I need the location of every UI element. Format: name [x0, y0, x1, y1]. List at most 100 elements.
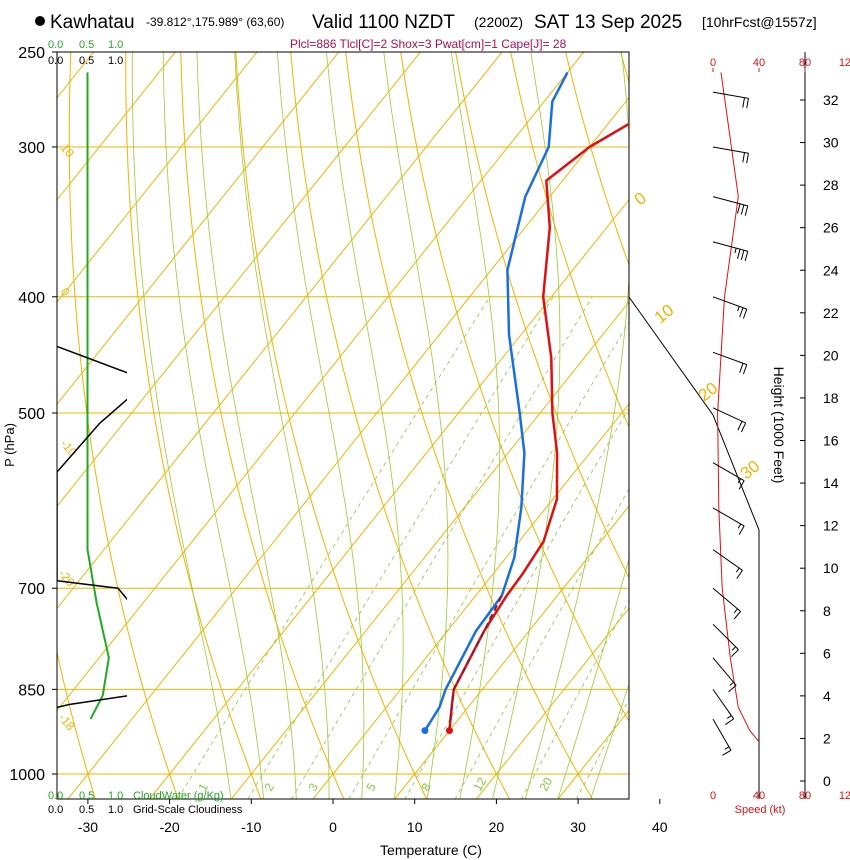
wind-barb-feather	[738, 480, 745, 490]
dry-adiabat	[345, 52, 593, 799]
cloudiness-label: Grid-Scale Cloudiness	[133, 804, 243, 816]
wind-barb-feather	[722, 749, 732, 756]
adiabat-label: 10	[58, 141, 78, 160]
mixing-ratio-label: 5	[363, 780, 379, 793]
adiabat-label: -10	[58, 437, 80, 460]
moist-adiabat	[450, 52, 500, 799]
isotherm-label: 0	[631, 188, 650, 209]
sounding-profiles	[421, 71, 629, 735]
wind-barb	[712, 91, 749, 109]
height-axis-title: Height (1000 Feet)	[771, 367, 787, 484]
dry-adiabat	[620, 52, 629, 85]
isotherm-line	[557, 709, 629, 799]
isotherm-line	[475, 607, 629, 799]
cloud-water-label: CloudWater (g/Kg)	[133, 790, 224, 802]
isotherm-line	[57, 52, 503, 610]
dry-adiabat	[68, 52, 179, 799]
wind-barb-half	[735, 567, 740, 573]
wind-barb-half	[734, 247, 737, 254]
cloud-water-profile	[86, 72, 110, 720]
wind-barb-staff	[712, 351, 747, 366]
speed-top-tick-3: 120	[839, 57, 850, 69]
isotherm-line	[57, 52, 585, 712]
wind-barb-staff	[712, 91, 749, 99]
wind-barb-feather	[746, 98, 749, 109]
wind-barb-staff	[712, 241, 748, 252]
forecast-run: [10hrFcst@1557z]	[702, 14, 817, 30]
height-tick-label: 14	[823, 475, 839, 491]
location-coords: -39.812°,175.989° (63,60)	[146, 15, 284, 29]
mixing-ratio-line	[576, 698, 629, 799]
moist-adiabat	[131, 52, 232, 799]
dry-adiabat	[565, 52, 629, 267]
title-bullet	[35, 16, 45, 26]
y-axis-title: P (hPa)	[2, 423, 17, 467]
wind-barb-staff	[712, 689, 735, 720]
wind-barb-half	[737, 478, 742, 484]
height-tick-label: 6	[823, 645, 831, 661]
isotherm-line	[394, 505, 629, 799]
wind-barb-staff	[712, 657, 737, 686]
dry-adiabat	[125, 52, 262, 799]
forecast-date: SAT 13 Sep 2025	[534, 12, 682, 33]
cloud-bottom-black-1: 0.5	[79, 804, 94, 816]
speed-bottom-tick-0: 0	[710, 790, 716, 802]
wind-barb-feather	[736, 203, 741, 214]
speed-top-tick-0: 0	[710, 57, 716, 69]
valid-time: Valid 1100 NZDT	[312, 12, 455, 33]
isotherm-line	[312, 403, 629, 799]
wind-barb-feather	[742, 97, 746, 108]
x-tick-label: 40	[652, 819, 668, 835]
wind-barb-staff	[712, 718, 732, 751]
isotherm-line	[57, 52, 176, 201]
wind-barb-feather	[742, 152, 746, 163]
wind-barb-half	[737, 306, 740, 312]
dry-adiabat	[57, 650, 96, 799]
mixing-ratio-label: 8	[418, 780, 434, 793]
cloud-top-black-1: 0.5	[79, 55, 94, 67]
dry-adiabat	[180, 52, 345, 799]
wind-barb	[712, 689, 735, 725]
wind-barb	[712, 507, 745, 535]
x-tick-label: -20	[159, 819, 179, 835]
surface-dewpoint-dot	[421, 727, 429, 735]
cloud-bottom-green-2: 1.0	[108, 790, 123, 802]
dry-adiabat	[235, 52, 428, 799]
wind-barb-staff	[712, 146, 749, 154]
y-tick-label: 400	[18, 290, 45, 307]
wind-barb-half	[724, 746, 730, 750]
moist-adiabat	[277, 52, 365, 799]
wind-barb-staff	[712, 296, 747, 310]
moist-adiabat	[234, 52, 330, 799]
wind-barb-feather	[728, 684, 737, 693]
moist-adiabat	[492, 52, 561, 799]
isotherm-line	[57, 52, 258, 303]
height-tick-label: 8	[823, 603, 831, 619]
wind-barb-staff	[712, 623, 739, 650]
mixing-ratio-line	[404, 407, 629, 799]
height-tick-label: 22	[823, 305, 839, 321]
wind-barb-feather	[725, 718, 734, 725]
wind-barb-feather	[738, 525, 745, 535]
wind-barb-feather	[733, 611, 741, 620]
dewpoint-line	[423, 71, 569, 732]
wind-barb-staff	[712, 587, 741, 612]
height-tick-label: 12	[823, 518, 839, 534]
wind-barb	[712, 407, 747, 433]
x-axis-title: Temperature (C)	[380, 842, 482, 858]
y-tick-label: 500	[18, 406, 45, 423]
isotherm-line	[57, 52, 422, 508]
axes: -30 -20 -10 0 10 20 30 402503004005007008501000…	[9, 45, 838, 835]
wind-barb-staff	[712, 549, 743, 571]
stability-indices: Plcl=886 Tlcl[C]=2 Shox=3 Pwat[cm]=1 Cap…	[290, 37, 567, 51]
wind-barb	[712, 196, 749, 216]
thermo-background	[57, 52, 629, 799]
location-title: Kawhatau	[50, 12, 135, 33]
height-tick-label: 26	[823, 220, 839, 236]
wind-barb-feather	[740, 204, 745, 215]
isotherm-line	[148, 198, 629, 799]
x-tick-label: 20	[489, 819, 505, 835]
wind-barb-feather	[739, 363, 744, 373]
